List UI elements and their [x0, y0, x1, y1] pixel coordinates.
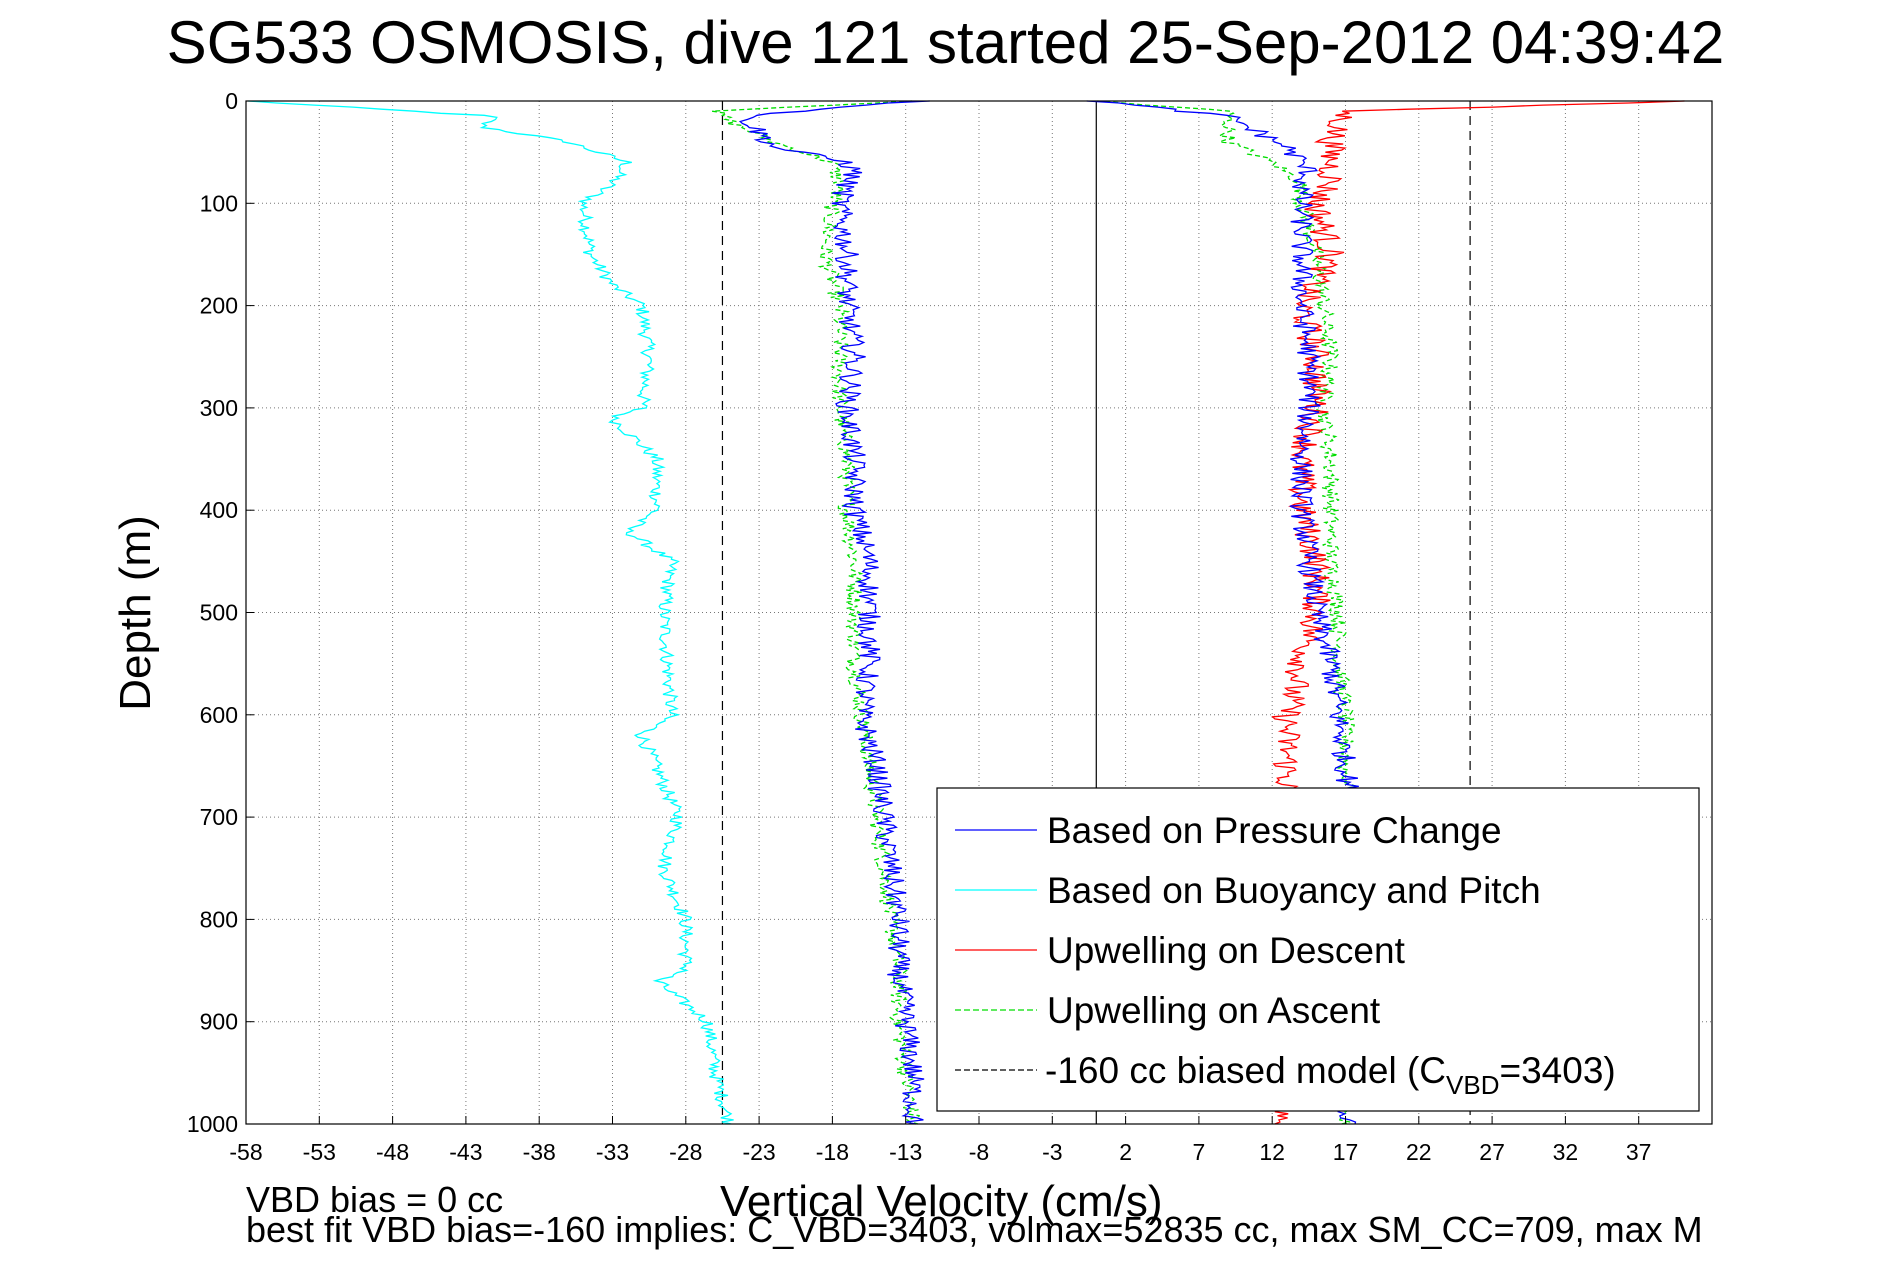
x-tick-label: -3 [1042, 1139, 1062, 1165]
x-axis-ticks: -58 -53 -48 -43 -38 -33 -28 -23 -18 -13 -8 -3 2 7 12 17… [229, 1116, 1651, 1165]
legend-label: Based on Pressure Change [1047, 810, 1502, 851]
legend-model-prefix: -160 cc biased model (C [1045, 1050, 1446, 1091]
y-tick-label: 0 [225, 88, 238, 114]
footer-best-fit: best fit VBD bias=-160 implies: C_VBD=34… [246, 1209, 1703, 1250]
x-tick-label: -8 [969, 1139, 989, 1165]
x-tick-label: 2 [1119, 1139, 1132, 1165]
series-upwelling-ascent-descent-leg-line [712, 100, 920, 1125]
y-axis-ticks: 0 100 200 300 400 500 600 700 800 900 1000 [187, 88, 254, 1137]
x-tick-label: 27 [1479, 1139, 1505, 1165]
y-tick-label: 200 [200, 293, 238, 319]
x-tick-label: -33 [596, 1139, 629, 1165]
x-axis-label: Vertical Velocity (cm/s) [720, 1177, 1163, 1226]
x-tick-label: 22 [1406, 1139, 1432, 1165]
y-tick-label: 800 [200, 906, 238, 932]
y-tick-label: 100 [200, 190, 238, 216]
x-tick-label: -18 [816, 1139, 849, 1165]
legend-box [936, 787, 1700, 1112]
x-tick-label: -43 [449, 1139, 482, 1165]
legend-label-model: -160 cc biased model (CVBD=3403) [1045, 1050, 1616, 1100]
x-tick-label: -28 [669, 1139, 702, 1165]
y-axis-label: Depth (m) [111, 515, 160, 711]
y-tick-label: 700 [200, 804, 238, 830]
chart-title: SG533 OSMOSIS, dive 121 started 25-Sep-2… [166, 9, 1725, 76]
x-tick-label: -58 [229, 1139, 262, 1165]
y-tick-label: 300 [200, 395, 238, 421]
x-tick-label: 37 [1626, 1139, 1652, 1165]
x-tick-label: -23 [742, 1139, 775, 1165]
x-tick-label: -48 [376, 1139, 409, 1165]
x-tick-label: -53 [303, 1139, 336, 1165]
legend-label: Based on Buoyancy and Pitch [1047, 870, 1541, 911]
series-pressure-change-descent-line [738, 100, 930, 1125]
legend-label: Upwelling on Ascent [1047, 990, 1381, 1031]
y-tick-label: 1000 [187, 1111, 238, 1137]
x-tick-label: 32 [1553, 1139, 1579, 1165]
y-tick-label: 400 [200, 497, 238, 523]
legend-model-subscript: VBD [1446, 1070, 1499, 1100]
legend: Based on Pressure Change Based on Buoyanc… [936, 787, 1700, 1112]
y-tick-label: 600 [200, 702, 238, 728]
legend-label: Upwelling on Descent [1047, 930, 1406, 971]
footer-vbd-bias: VBD bias = 0 cc [246, 1179, 504, 1220]
x-tick-label: -13 [889, 1139, 922, 1165]
x-tick-label: 12 [1259, 1139, 1285, 1165]
y-tick-label: 500 [200, 600, 238, 626]
x-tick-label: 7 [1193, 1139, 1206, 1165]
series-buoyancy-pitch-line [248, 100, 734, 1125]
y-tick-label: 900 [200, 1009, 238, 1035]
legend-model-suffix: =3403) [1500, 1050, 1616, 1091]
x-tick-label: -38 [523, 1139, 556, 1165]
x-tick-label: 17 [1333, 1139, 1359, 1165]
